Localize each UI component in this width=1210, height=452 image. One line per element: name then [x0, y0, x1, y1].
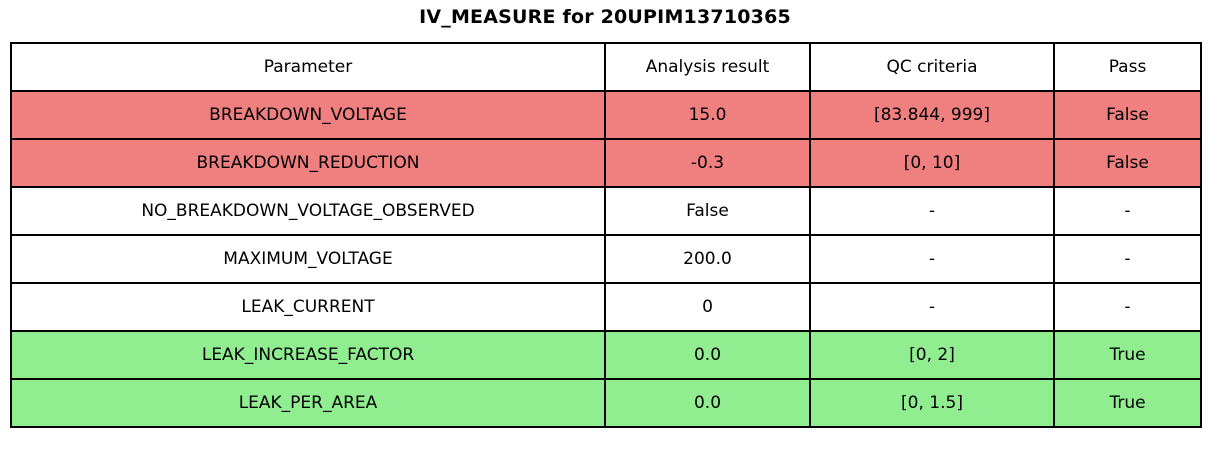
cell-analysis-result: False [604, 186, 811, 236]
cell-qc-criteria: - [809, 282, 1055, 332]
table-row: LEAK_CURRENT 0- - [10, 282, 1202, 332]
cell-analysis-result: 0 [604, 282, 811, 332]
table-header: Parameter Analysis result QC criteria Pa… [10, 42, 1202, 92]
cell-pass: - [1053, 282, 1202, 332]
cell-qc-criteria: [0, 10] [809, 138, 1055, 188]
cell-parameter: LEAK_INCREASE_FACTOR [10, 330, 606, 380]
table-row: MAXIMUM_VOLTAGE 200.0- - [10, 234, 1202, 284]
cell-pass: False [1053, 138, 1202, 188]
cell-qc-criteria: - [809, 234, 1055, 284]
cell-pass: True [1053, 378, 1202, 428]
table-body: BREAKDOWN_VOLTAGE 15.0 [83.844, 999] False B… [10, 90, 1202, 428]
cell-pass: - [1053, 186, 1202, 236]
cell-analysis-result: 0.0 [604, 378, 811, 428]
cell-pass: False [1053, 90, 1202, 140]
header-pass: Pass [1053, 42, 1202, 92]
cell-analysis-result: 15.0 [604, 90, 811, 140]
figure-title: IV_MEASURE for 20UPIM13710365 [419, 6, 791, 28]
cell-qc-criteria: - [809, 186, 1055, 236]
cell-parameter: BREAKDOWN_VOLTAGE [10, 90, 606, 140]
cell-qc-criteria: [0, 1.5] [809, 378, 1055, 428]
cell-parameter: LEAK_PER_AREA [10, 378, 606, 428]
header-parameter: Parameter [10, 42, 606, 92]
cell-pass: True [1053, 330, 1202, 380]
header-row: Parameter Analysis result QC criteria Pa… [10, 42, 1202, 92]
cell-analysis-result: 200.0 [604, 234, 811, 284]
cell-parameter: NO_BREAKDOWN_VOLTAGE_OBSERVED [10, 186, 606, 236]
table-row: BREAKDOWN_REDUCTION -0.3 [0, 10] False [10, 138, 1202, 188]
cell-analysis-result: 0.0 [604, 330, 811, 380]
cell-parameter: LEAK_CURRENT [10, 282, 606, 332]
cell-qc-criteria: [83.844, 999] [809, 90, 1055, 140]
table-row: LEAK_INCREASE_FACTOR 0.0 [0, 2] True [10, 330, 1202, 380]
header-qc-criteria: QC criteria [809, 42, 1055, 92]
cell-analysis-result: -0.3 [604, 138, 811, 188]
cell-qc-criteria: [0, 2] [809, 330, 1055, 380]
cell-parameter: BREAKDOWN_REDUCTION [10, 138, 606, 188]
table-row: BREAKDOWN_VOLTAGE 15.0 [83.844, 999] False [10, 90, 1202, 140]
header-analysis-result: Analysis result [604, 42, 811, 92]
cell-parameter: MAXIMUM_VOLTAGE [10, 234, 606, 284]
table-row: NO_BREAKDOWN_VOLTAGE_OBSERVED False - - [10, 186, 1202, 236]
qc-results-table: Parameter Analysis result QC criteria Pa… [10, 42, 1202, 428]
cell-pass: - [1053, 234, 1202, 284]
table-row: LEAK_PER_AREA 0.0 [0, 1.5] True [10, 378, 1202, 428]
